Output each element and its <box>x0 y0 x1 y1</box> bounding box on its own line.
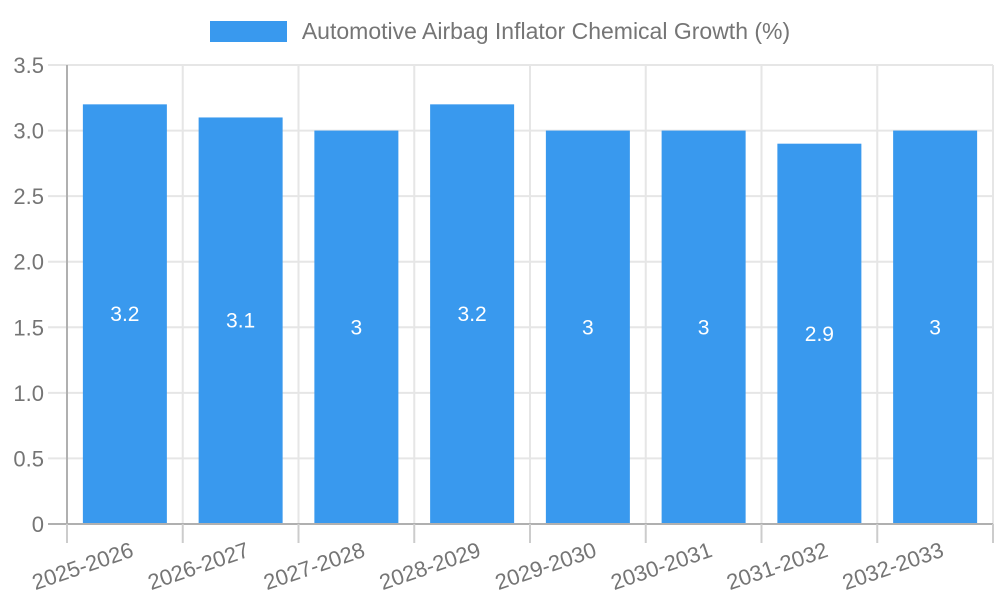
bar-2025-2026[interactable] <box>82 104 167 524</box>
y-tick-label: 3.0 <box>13 119 44 144</box>
bar-2027-2028[interactable] <box>314 130 399 525</box>
bar-value-label: 3 <box>582 316 594 339</box>
bar-2028-2029[interactable] <box>430 104 515 524</box>
y-tick-label: 1.5 <box>13 315 44 340</box>
x-tick-label: 2031-2032 <box>723 537 831 595</box>
bar-value-label: 3 <box>351 316 363 339</box>
bar-2029-2030[interactable] <box>545 130 630 525</box>
y-tick-label: 0.5 <box>13 446 44 471</box>
x-tick-label: 2028-2029 <box>376 537 484 595</box>
bar-2030-2031[interactable] <box>661 130 746 525</box>
y-tick-label: 3.5 <box>13 53 44 78</box>
bar-value-label: 2.9 <box>805 323 834 346</box>
x-tick-label: 2030-2031 <box>608 537 716 595</box>
bar-value-label: 3 <box>698 316 710 339</box>
x-tick-label: 2025-2026 <box>29 537 137 595</box>
bar-value-label: 3 <box>929 316 941 339</box>
y-tick-label: 1.0 <box>13 381 44 406</box>
bar-value-label: 3.1 <box>226 310 255 333</box>
y-tick-label: 2.5 <box>13 184 44 209</box>
bar-value-label: 3.2 <box>110 303 139 326</box>
bar-value-label: 3.2 <box>458 303 487 326</box>
x-tick-label: 2029-2030 <box>492 537 600 595</box>
x-tick-label: 2027-2028 <box>260 537 368 595</box>
y-tick-label: 2.0 <box>13 250 44 275</box>
bar-2032-2033[interactable] <box>893 130 978 525</box>
x-tick-label: 2026-2027 <box>145 537 253 595</box>
bar-2026-2027[interactable] <box>198 117 283 524</box>
bar-2031-2032[interactable] <box>777 143 862 524</box>
x-tick-label: 2032-2033 <box>839 537 947 595</box>
y-tick-label: 0 <box>32 512 44 537</box>
